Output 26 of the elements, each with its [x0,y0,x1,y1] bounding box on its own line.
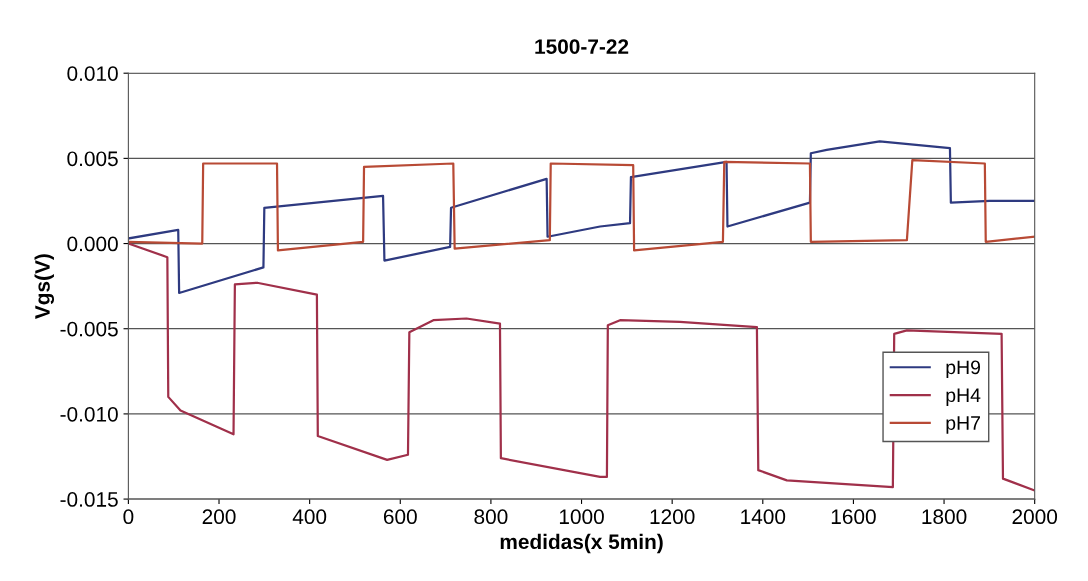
y-tick-label: 0.000 [67,236,118,252]
x-tick-label: 2000 [1012,509,1058,525]
y-tick-label: -0.015 [60,492,118,507]
y-axis-title: Vgs(V) [34,254,55,319]
legend-label: pH7 [946,416,980,434]
x-tick-label: 600 [383,509,417,525]
legend-label: pH4 [946,388,981,406]
x-tick-label: 400 [292,509,327,525]
y-tick-label: 0.010 [67,66,118,81]
chart-title: 1500-7-22 [535,39,629,54]
x-tick-label: 1800 [922,509,967,525]
x-tick-label: 1200 [650,509,695,525]
y-tick-label: -0.010 [60,406,118,422]
legend-label: pH9 [946,360,981,379]
x-tick-label: 1000 [559,509,604,525]
x-tick-label: 1400 [741,509,786,525]
line-series [128,158,1035,252]
y-tick-label: 0.005 [67,151,118,167]
line-series [128,140,1035,295]
x-tick-label: 200 [202,509,236,525]
x-tick-label: 1600 [831,509,876,525]
x-axis-title: medidas(x 5min) [500,533,663,554]
y-tick-label: -0.005 [60,321,118,337]
x-tick-label: 0 [123,509,134,525]
x-tick-label: 800 [474,509,508,525]
line-series [128,242,1035,492]
